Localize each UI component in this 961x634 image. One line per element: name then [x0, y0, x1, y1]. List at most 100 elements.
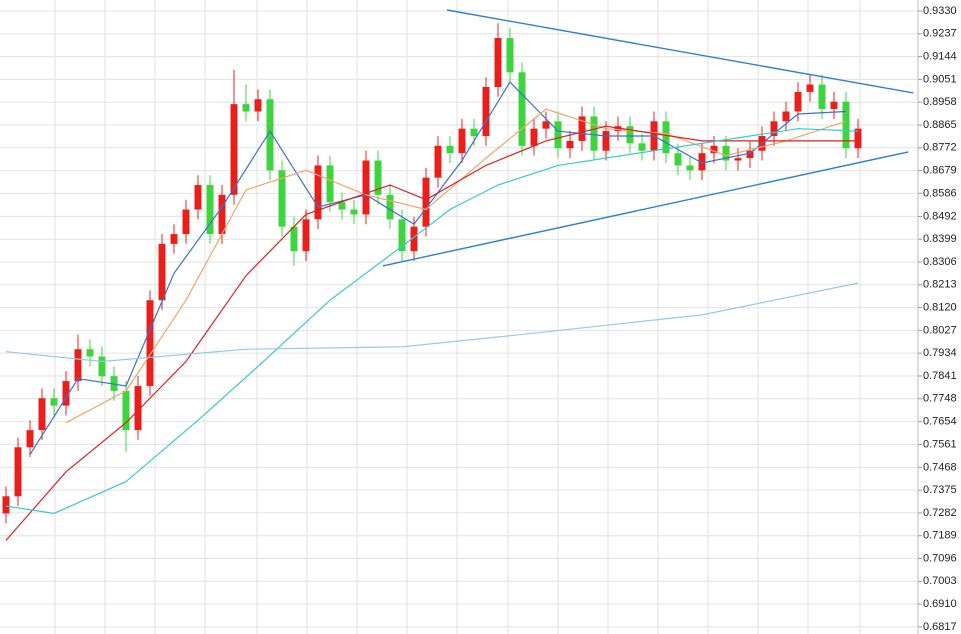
candle-body	[626, 126, 634, 144]
candle-body	[434, 145, 442, 178]
y-tick-label: 0.7654	[923, 416, 957, 428]
candle-body	[530, 128, 538, 146]
y-tick-label: 0.7934	[923, 347, 957, 359]
candle-body	[674, 153, 682, 166]
candle-body	[146, 300, 154, 386]
candle-body	[74, 349, 82, 382]
candle-body	[830, 101, 838, 110]
y-tick-label: 0.8865	[923, 119, 957, 131]
candle-body	[62, 381, 70, 406]
y-tick-label: 0.8027	[923, 324, 957, 336]
vertical-grid	[54, 0, 861, 634]
candle-body	[266, 99, 274, 171]
candle-body	[338, 202, 346, 210]
candle-body	[458, 128, 466, 154]
candle-body	[494, 37, 502, 88]
candle-body	[746, 150, 754, 159]
y-tick-label: 0.7375	[923, 484, 957, 496]
trend-line	[446, 9, 914, 94]
candle-body	[374, 160, 382, 195]
candle-body	[446, 145, 454, 154]
candle-body	[734, 158, 742, 161]
moving-average-line	[65, 108, 847, 424]
y-tick-label: 0.8958	[923, 96, 957, 108]
candle-body	[698, 153, 706, 171]
candle-body	[506, 37, 514, 73]
candle-body	[818, 84, 826, 110]
candle-body	[662, 121, 670, 154]
candle-body	[770, 121, 778, 137]
candle-body	[326, 165, 334, 203]
candle-body	[710, 145, 718, 154]
candle-body	[302, 219, 310, 252]
candle-body	[686, 165, 694, 171]
candle-body	[566, 140, 574, 149]
y-tick-label: 0.7096	[923, 552, 957, 564]
moving-average-line	[5, 125, 858, 541]
y-tick-label: 0.9144	[923, 51, 957, 63]
y-tick-label: 0.8306	[923, 256, 957, 268]
candle-body	[398, 219, 406, 252]
candle-body	[290, 226, 298, 252]
candle-body	[602, 131, 610, 151]
candle-body	[386, 194, 394, 220]
candle-body	[614, 126, 622, 132]
y-tick-label: 0.8120	[923, 301, 957, 313]
candle-body	[26, 430, 34, 448]
y-tick-label: 0.7003	[923, 575, 957, 587]
y-tick-label: 0.9051	[923, 73, 957, 85]
moving-average-line	[5, 282, 859, 363]
candle-body	[278, 170, 286, 227]
y-tick-label: 0.7748	[923, 393, 957, 405]
candle-body	[110, 376, 118, 391]
y-tick-label: 0.8586	[923, 187, 957, 199]
y-tick-label: 0.8679	[923, 164, 957, 176]
candle-body	[182, 209, 190, 235]
y-tick-label: 0.7282	[923, 507, 957, 519]
y-tick-label: 0.6910	[923, 598, 957, 610]
candle-body	[722, 145, 730, 161]
candle-body	[98, 356, 106, 377]
candle-body	[854, 128, 862, 149]
candle-body	[230, 104, 238, 195]
candle-body	[38, 398, 46, 431]
candle-body	[422, 177, 430, 227]
candle-body	[578, 116, 586, 141]
candle-body	[782, 111, 790, 122]
y-tick-label: 0.7561	[923, 438, 957, 450]
y-tick-label: 0.7189	[923, 530, 957, 542]
candle-body	[518, 72, 526, 146]
candle-body	[170, 234, 178, 244]
y-tick-label: 0.8492	[923, 210, 957, 222]
candle-body	[254, 99, 262, 112]
candle-body	[242, 104, 250, 112]
candle-body	[14, 447, 22, 497]
candle-body	[806, 84, 814, 92]
y-tick-label: 0.6817	[923, 621, 957, 633]
candle-body	[842, 101, 850, 149]
candle-body	[482, 87, 490, 137]
moving-average-line	[5, 128, 859, 515]
candle-body	[314, 165, 322, 220]
candle-body	[590, 116, 598, 151]
candle-body	[794, 91, 802, 112]
candle-body	[194, 185, 202, 210]
candle-body	[470, 128, 478, 137]
candle-body	[134, 385, 142, 431]
candle-body	[122, 390, 130, 431]
y-tick-label: 0.7841	[923, 370, 957, 382]
candle-body	[410, 226, 418, 252]
trend-line	[382, 151, 909, 267]
y-tick-label: 0.8399	[923, 233, 957, 245]
candle-body	[362, 160, 370, 215]
candle-body	[542, 121, 550, 129]
candle-body	[2, 496, 10, 514]
y-tick-label: 0.7468	[923, 461, 957, 473]
y-tick-label: 0.9237	[923, 28, 957, 40]
candle-body	[206, 185, 214, 235]
y-tick-label: 0.8772	[923, 142, 957, 154]
candle-body	[350, 209, 358, 215]
